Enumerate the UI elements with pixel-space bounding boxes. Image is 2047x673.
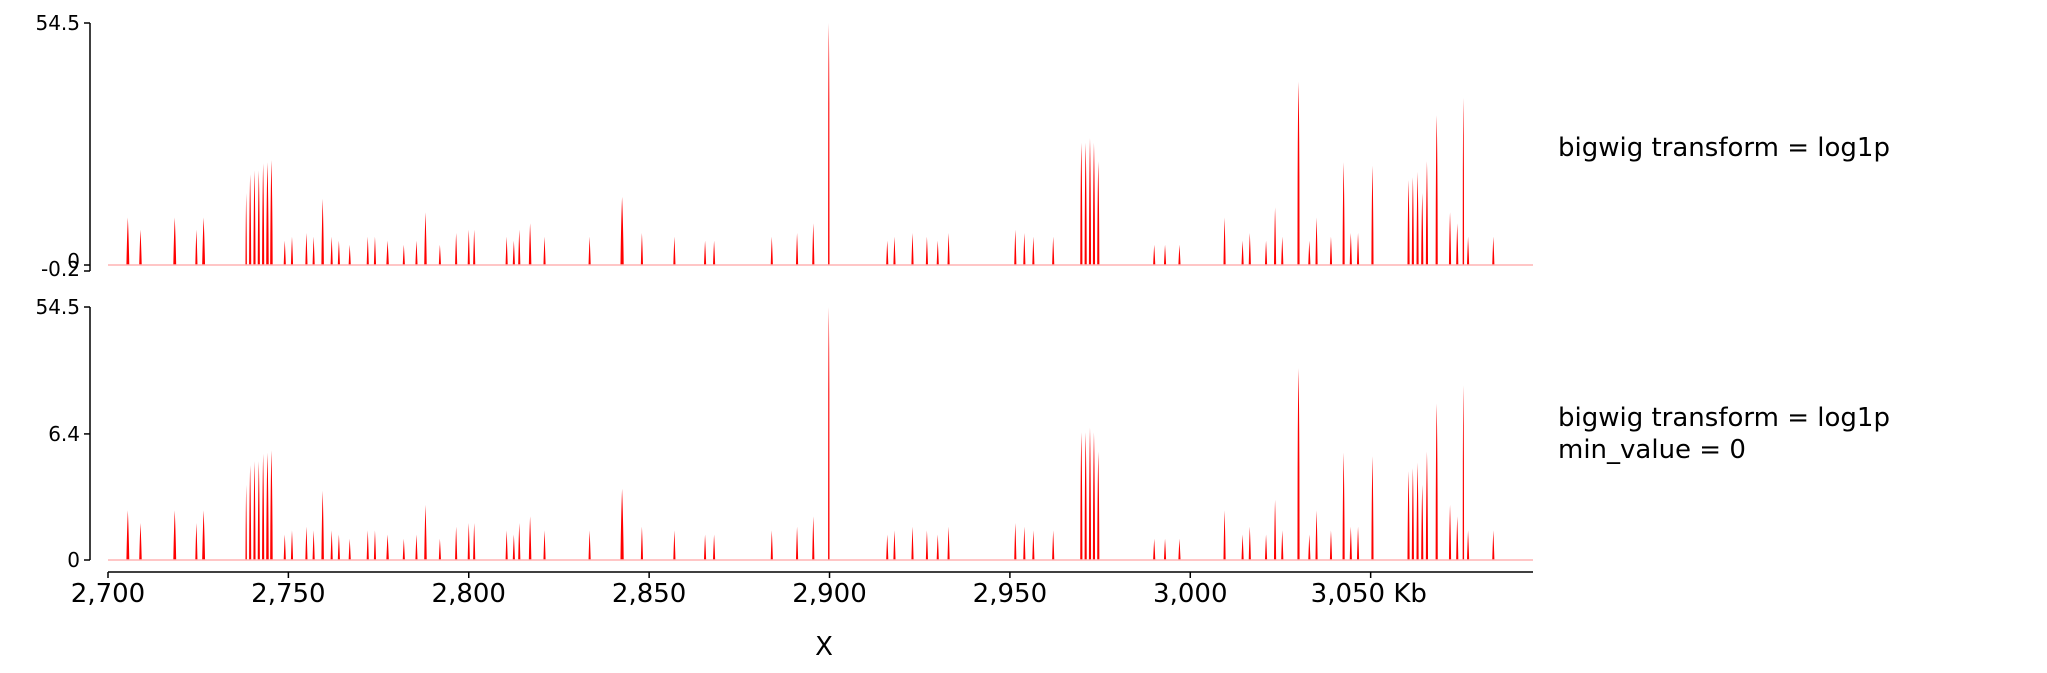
- x-tick-label-6: 3,000: [1153, 579, 1227, 609]
- t1-y-tick-label-0: 54.5: [35, 11, 80, 35]
- x-tick-label-5: 2,950: [973, 579, 1047, 609]
- track-1-y-ticks: 54.5 0-0.2: [35, 11, 90, 281]
- track-2-y-ticks: 54.5 6.4 0: [35, 295, 90, 572]
- x-tick-label-3: 2,850: [612, 579, 686, 609]
- x-tick-label-0: 2,700: [71, 579, 145, 609]
- x-axis: 2,700 2,750 2,800 2,850 2,900 2,950 3,000 3,050…: [71, 571, 1533, 662]
- track-2-label-line-2: min_value = 0: [1558, 435, 1746, 465]
- t2-y-tick-label-1: 6.4: [48, 422, 80, 446]
- track-2-label-line-1: bigwig transform = log1p: [1558, 403, 1890, 433]
- t1-y-tick-label-1: 0: [67, 249, 80, 273]
- track-2: 54.5 6.4 0 bigwig transform = log1p min_va…: [35, 295, 1889, 572]
- x-tick-label-1: 2,750: [251, 579, 325, 609]
- track-1-label-line-1: bigwig transform = log1p: [1558, 133, 1890, 163]
- x-axis-ticks: 2,700 2,750 2,800 2,850 2,900 2,950 3,000 3,050…: [71, 572, 1427, 609]
- t2-y-tick-label-2: 0: [67, 548, 80, 572]
- t1-y-tick-label-2: -0.2: [41, 257, 80, 281]
- x-tick-label-2: 2,800: [432, 579, 506, 609]
- track-2-signal-area: [108, 307, 1501, 560]
- x-axis-label: X: [815, 632, 833, 662]
- track-1: 54.5 0-0.2 bigwig transform = log1p: [35, 11, 1889, 281]
- track-1-signal-area: [108, 23, 1501, 265]
- t2-y-tick-label-0: 54.5: [35, 295, 80, 319]
- x-tick-label-7: 3,050 Kb: [1311, 579, 1427, 609]
- x-tick-label-4: 2,900: [792, 579, 866, 609]
